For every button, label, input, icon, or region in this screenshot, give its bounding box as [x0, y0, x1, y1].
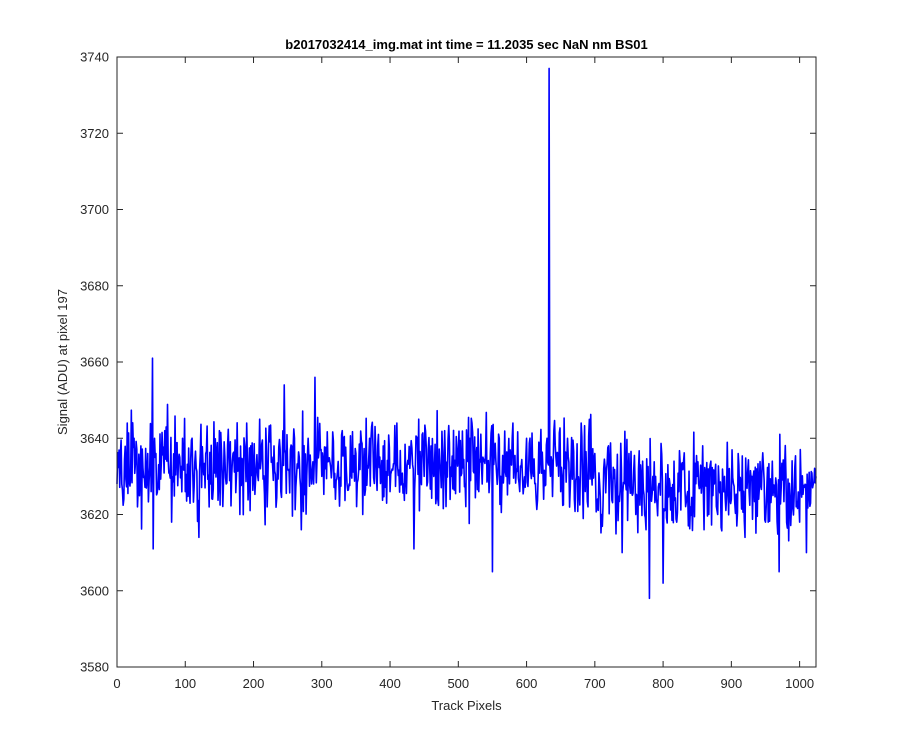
- x-tick-label: 400: [379, 676, 401, 691]
- x-tick-label: 0: [113, 676, 120, 691]
- x-tick-label: 500: [447, 676, 469, 691]
- y-tick-label: 3640: [80, 431, 109, 446]
- y-tick-label: 3600: [80, 583, 109, 598]
- y-tick-label: 3660: [80, 355, 109, 370]
- series-layer: [116, 67, 817, 600]
- y-tick-label: 3680: [80, 278, 109, 293]
- x-axis: 0 100 200 300 400 500 600 700 800 900 1000: [113, 57, 814, 691]
- y-axis: 3580 3600 3620 3640 3660 3680 3700 3720 3740: [80, 50, 816, 675]
- y-tick-label: 3580: [80, 660, 109, 675]
- x-tick-label: 800: [652, 676, 674, 691]
- plot-area: [117, 57, 816, 667]
- x-tick-label: 600: [516, 676, 538, 691]
- chart-title: b2017032414_img.mat int time = 11.2035 s…: [285, 37, 647, 52]
- x-tick-label: 900: [721, 676, 743, 691]
- y-tick-label: 3720: [80, 126, 109, 141]
- y-tick-label: 3740: [80, 50, 109, 65]
- x-tick-label: 300: [311, 676, 333, 691]
- y-axis-label: Signal (ADU) at pixel 197: [55, 289, 70, 435]
- x-tick-label: 100: [174, 676, 196, 691]
- x-tick-label: 200: [243, 676, 265, 691]
- x-tick-label: 1000: [785, 676, 814, 691]
- series-line: [116, 67, 817, 600]
- y-tick-label: 3700: [80, 202, 109, 217]
- y-tick-label: 3620: [80, 507, 109, 522]
- x-axis-label: Track Pixels: [431, 698, 502, 713]
- x-tick-label: 700: [584, 676, 606, 691]
